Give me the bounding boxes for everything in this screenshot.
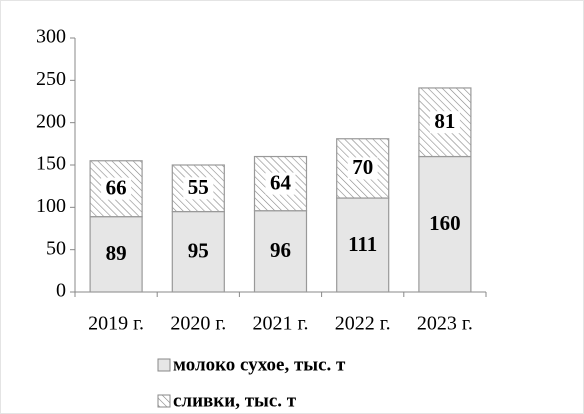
data-label: 160 xyxy=(429,211,461,235)
legend-swatch xyxy=(157,358,171,372)
bar-segment xyxy=(418,155,472,293)
legend-label: молоко сухое, тыс. т xyxy=(173,354,346,375)
bar-segment xyxy=(89,160,143,218)
y-tick-label: 250 xyxy=(36,68,66,90)
y-tick-label: 100 xyxy=(36,195,66,217)
data-label: 96 xyxy=(270,238,291,262)
data-label: 95 xyxy=(188,239,209,263)
x-tick-label: 2022 г. xyxy=(335,313,391,335)
label-bg xyxy=(347,157,378,180)
y-tick-label: 200 xyxy=(36,110,66,132)
x-tick-label: 2019 г. xyxy=(88,313,144,335)
data-label: 111 xyxy=(348,232,377,256)
label-bg xyxy=(265,172,296,195)
label-bg xyxy=(101,177,132,200)
legend-swatch xyxy=(157,394,171,408)
y-tick-label: 0 xyxy=(56,280,66,302)
x-tick-label: 2023 г. xyxy=(417,313,473,335)
data-label: 66 xyxy=(106,176,127,200)
data-label: 81 xyxy=(434,109,455,133)
legend-label: сливки, тыс. т xyxy=(173,390,297,411)
data-label: 89 xyxy=(106,241,127,265)
data-label: 55 xyxy=(188,175,209,199)
x-tick-label: 2021 г. xyxy=(253,313,309,335)
x-tick-label: 2020 г. xyxy=(170,313,226,335)
bar-segment xyxy=(336,197,390,293)
y-tick-label: 50 xyxy=(46,237,66,259)
label-bg xyxy=(429,111,460,134)
data-label: 64 xyxy=(270,170,292,194)
data-label: 70 xyxy=(352,155,373,179)
y-tick-label: 150 xyxy=(36,153,66,175)
y-tick-label: 300 xyxy=(36,26,66,48)
label-bg xyxy=(183,177,214,200)
